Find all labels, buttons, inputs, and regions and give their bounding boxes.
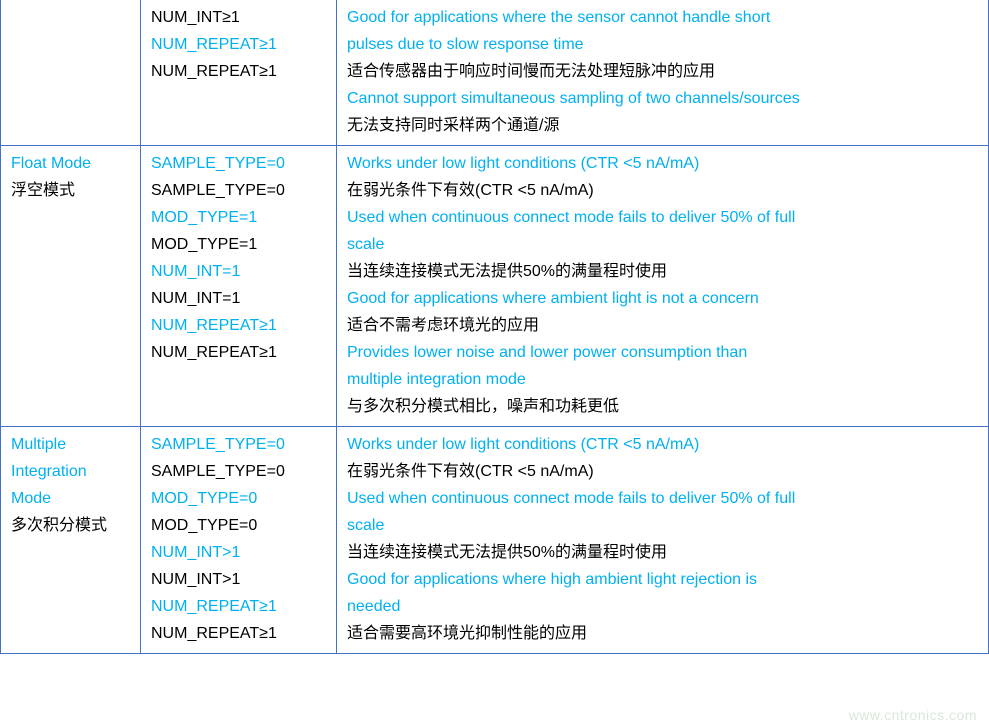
reg-line: NUM_REPEAT≥1 xyxy=(151,58,326,85)
desc-line: needed xyxy=(347,593,978,620)
reg-line: NUM_INT>1 xyxy=(151,566,326,593)
reg-line: SAMPLE_TYPE=0 xyxy=(151,458,326,485)
desc-line: scale xyxy=(347,512,978,539)
mode-line: 多次积分模式 xyxy=(11,512,130,539)
reg-line: SAMPLE_TYPE=0 xyxy=(151,177,326,204)
reg-line: MOD_TYPE=1 xyxy=(151,204,326,231)
cell-mode: Float Mode浮空模式 xyxy=(1,146,141,427)
desc-line: 适合需要高环境光抑制性能的应用 xyxy=(347,620,978,647)
desc-line: Used when continuous connect mode fails … xyxy=(347,204,978,231)
watermark: www.cntronics.com xyxy=(849,707,977,723)
reg-line: MOD_TYPE=0 xyxy=(151,485,326,512)
reg-line: NUM_INT=1 xyxy=(151,285,326,312)
reg-line: NUM_INT≥1 xyxy=(151,4,326,31)
reg-line: NUM_INT=1 xyxy=(151,258,326,285)
reg-line: NUM_REPEAT≥1 xyxy=(151,339,326,366)
reg-line: NUM_REPEAT≥1 xyxy=(151,593,326,620)
table-row: MultipleIntegrationMode多次积分模式SAMPLE_TYPE… xyxy=(1,427,989,654)
cell-desc: Good for applications where the sensor c… xyxy=(337,0,989,146)
desc-line: 当连续连接模式无法提供50%的满量程时使用 xyxy=(347,539,978,566)
table-container: NUM_INT≥1NUM_REPEAT≥1NUM_REPEAT≥1Good fo… xyxy=(0,0,989,727)
mode-table: NUM_INT≥1NUM_REPEAT≥1NUM_REPEAT≥1Good fo… xyxy=(0,0,989,654)
desc-line: 适合不需考虑环境光的应用 xyxy=(347,312,978,339)
cell-reg: SAMPLE_TYPE=0SAMPLE_TYPE=0MOD_TYPE=0MOD_… xyxy=(141,427,337,654)
desc-line: multiple integration mode xyxy=(347,366,978,393)
desc-line: 与多次积分模式相比，噪声和功耗更低 xyxy=(347,393,978,420)
table-row: Float Mode浮空模式SAMPLE_TYPE=0SAMPLE_TYPE=0… xyxy=(1,146,989,427)
reg-line: NUM_REPEAT≥1 xyxy=(151,312,326,339)
cell-reg: SAMPLE_TYPE=0SAMPLE_TYPE=0MOD_TYPE=1MOD_… xyxy=(141,146,337,427)
desc-line: Good for applications where high ambient… xyxy=(347,566,978,593)
table-body: NUM_INT≥1NUM_REPEAT≥1NUM_REPEAT≥1Good fo… xyxy=(1,0,989,654)
mode-line: 浮空模式 xyxy=(11,177,130,204)
desc-line: 在弱光条件下有效(CTR <5 nA/mA) xyxy=(347,177,978,204)
reg-line: NUM_REPEAT≥1 xyxy=(151,31,326,58)
mode-line: Mode xyxy=(11,485,130,512)
desc-line: Provides lower noise and lower power con… xyxy=(347,339,978,366)
cell-reg: NUM_INT≥1NUM_REPEAT≥1NUM_REPEAT≥1 xyxy=(141,0,337,146)
desc-line: pulses due to slow response time xyxy=(347,31,978,58)
reg-line: SAMPLE_TYPE=0 xyxy=(151,431,326,458)
desc-line: Works under low light conditions (CTR <5… xyxy=(347,431,978,458)
desc-line: Good for applications where the sensor c… xyxy=(347,4,978,31)
cell-desc: Works under low light conditions (CTR <5… xyxy=(337,146,989,427)
reg-line: MOD_TYPE=1 xyxy=(151,231,326,258)
desc-line: scale xyxy=(347,231,978,258)
reg-line: SAMPLE_TYPE=0 xyxy=(151,150,326,177)
desc-line: 无法支持同时采样两个通道/源 xyxy=(347,112,978,139)
mode-line: Multiple xyxy=(11,431,130,458)
desc-line: Good for applications where ambient ligh… xyxy=(347,285,978,312)
mode-line: Float Mode xyxy=(11,150,130,177)
reg-line: NUM_REPEAT≥1 xyxy=(151,620,326,647)
desc-line: 当连续连接模式无法提供50%的满量程时使用 xyxy=(347,258,978,285)
desc-line: Works under low light conditions (CTR <5… xyxy=(347,150,978,177)
reg-line: NUM_INT>1 xyxy=(151,539,326,566)
cell-desc: Works under low light conditions (CTR <5… xyxy=(337,427,989,654)
cell-mode: MultipleIntegrationMode多次积分模式 xyxy=(1,427,141,654)
desc-line: 在弱光条件下有效(CTR <5 nA/mA) xyxy=(347,458,978,485)
mode-line: Integration xyxy=(11,458,130,485)
desc-line: 适合传感器由于响应时间慢而无法处理短脉冲的应用 xyxy=(347,58,978,85)
cell-mode xyxy=(1,0,141,146)
desc-line: Cannot support simultaneous sampling of … xyxy=(347,85,978,112)
reg-line: MOD_TYPE=0 xyxy=(151,512,326,539)
table-row: NUM_INT≥1NUM_REPEAT≥1NUM_REPEAT≥1Good fo… xyxy=(1,0,989,146)
desc-line: Used when continuous connect mode fails … xyxy=(347,485,978,512)
